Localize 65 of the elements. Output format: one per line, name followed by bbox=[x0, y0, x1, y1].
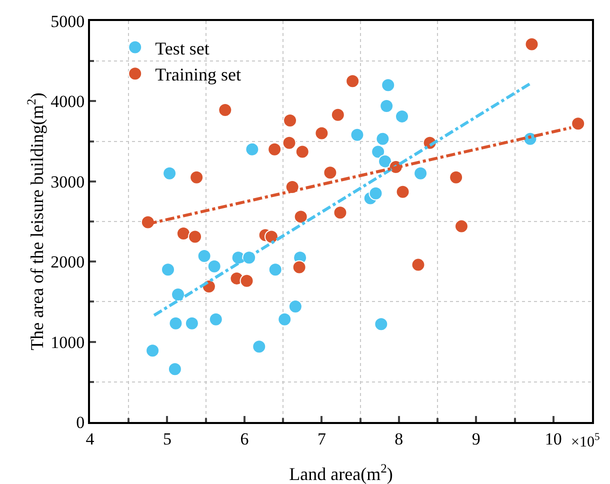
point bbox=[245, 142, 260, 156]
x-tick-label: 9 bbox=[472, 429, 480, 448]
point bbox=[294, 210, 308, 224]
point bbox=[395, 109, 410, 124]
point bbox=[161, 262, 175, 277]
x-tick-label: 6 bbox=[240, 429, 249, 448]
point bbox=[374, 317, 388, 332]
y-tick-label: 3000 bbox=[50, 172, 85, 192]
point bbox=[346, 74, 360, 88]
point bbox=[371, 144, 386, 159]
point bbox=[449, 170, 464, 184]
y-tick-label: 0 bbox=[76, 412, 85, 432]
y-tick-label: 1000 bbox=[50, 332, 85, 352]
point bbox=[162, 166, 177, 180]
point bbox=[268, 142, 282, 156]
y-tick-label: 5000 bbox=[50, 12, 85, 31]
point bbox=[380, 99, 394, 114]
point bbox=[176, 226, 190, 241]
x-tick-label: 10 bbox=[544, 429, 562, 448]
point bbox=[524, 37, 539, 52]
x-axis-title: Land area(m$^{2}$) bbox=[289, 461, 393, 484]
point bbox=[184, 316, 199, 330]
point bbox=[330, 108, 345, 122]
point bbox=[350, 128, 364, 142]
point bbox=[396, 184, 410, 199]
point bbox=[333, 206, 348, 220]
point bbox=[207, 259, 222, 274]
point bbox=[218, 103, 232, 118]
point bbox=[376, 132, 390, 146]
text: ×10$^{5}$ bbox=[571, 432, 600, 450]
x-tick-label: 5 bbox=[162, 429, 172, 448]
point bbox=[168, 362, 182, 376]
point bbox=[188, 230, 202, 244]
point bbox=[414, 166, 428, 180]
x-tick-label: 8 bbox=[394, 429, 404, 448]
point bbox=[454, 219, 468, 234]
point bbox=[197, 248, 212, 263]
legend-label: Training set bbox=[155, 64, 241, 85]
point bbox=[295, 144, 310, 159]
point bbox=[278, 312, 292, 326]
point bbox=[381, 78, 396, 92]
point bbox=[314, 126, 329, 140]
point bbox=[411, 258, 426, 272]
point bbox=[146, 344, 160, 358]
point bbox=[288, 300, 302, 314]
legend-label: Test set bbox=[155, 38, 210, 58]
x-tick-label: 4 bbox=[86, 429, 95, 448]
point bbox=[168, 316, 183, 330]
y-tick-label: 2000 bbox=[50, 252, 85, 272]
point bbox=[240, 274, 254, 288]
point bbox=[368, 186, 383, 200]
point bbox=[268, 262, 282, 277]
x-tick-label: 7 bbox=[317, 429, 326, 448]
point bbox=[171, 287, 186, 302]
point bbox=[283, 113, 298, 128]
point bbox=[282, 136, 296, 150]
point bbox=[264, 230, 278, 244]
point bbox=[190, 170, 204, 184]
point bbox=[378, 154, 392, 168]
point bbox=[208, 312, 223, 326]
point bbox=[292, 260, 306, 274]
point bbox=[323, 166, 338, 180]
point bbox=[252, 340, 266, 354]
point bbox=[571, 116, 586, 131]
y-tick-label: 4000 bbox=[50, 92, 85, 112]
